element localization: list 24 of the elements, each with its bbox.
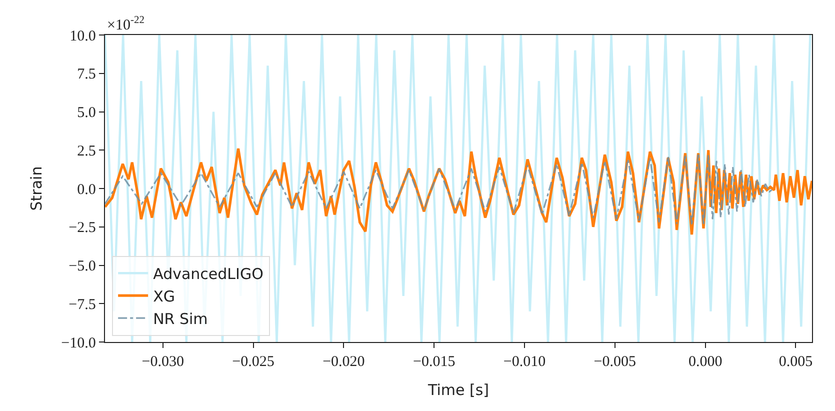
y-tick-label: −5.0	[68, 258, 96, 274]
x-tick-label: −0.020	[322, 354, 365, 370]
y-tick-label: 0.0	[77, 182, 96, 198]
y-tick-label: 7.5	[77, 66, 96, 83]
y-tick-label: −10.0	[61, 335, 96, 352]
y-tick-label: −2.5	[68, 220, 96, 236]
y-axis-title: Strain	[27, 166, 46, 211]
x-tick-label: −0.030	[142, 354, 184, 370]
text: ×10$^{-22}$	[107, 15, 144, 34]
x-tick-label: −0.025	[232, 354, 274, 370]
legend-label: XG	[153, 287, 175, 306]
y-tick-label: 5.0	[77, 105, 96, 121]
x-tick-label: 0.005	[778, 354, 813, 370]
x-axis-title: Time [s]	[427, 381, 489, 400]
legend-label: AdvancedLIGO	[153, 264, 264, 283]
y-tick-label: −7.5	[68, 296, 96, 313]
y-tick-label: 2.5	[77, 143, 96, 160]
x-tick-label: −0.005	[594, 354, 636, 370]
line-series	[105, 152, 775, 226]
y-tick-label: 10.0	[70, 28, 96, 44]
x-tick-label: 0.000	[688, 354, 722, 370]
legend-label: NR Sim	[153, 310, 208, 328]
x-tick-label: −0.015	[412, 354, 456, 370]
x-tick-label: −0.010	[503, 354, 546, 370]
